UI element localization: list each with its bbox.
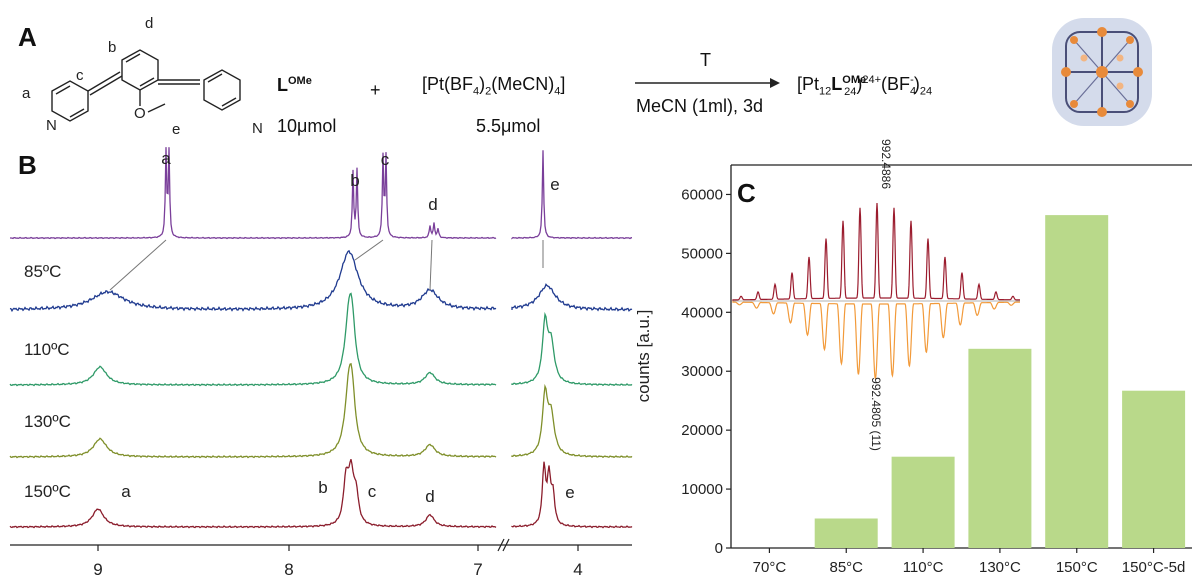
bar xyxy=(814,518,878,548)
inset-simulated-spectrum xyxy=(732,301,1020,380)
x-tick-label: 150°C xyxy=(1056,559,1098,576)
nmr-x-tick-label: 9 xyxy=(93,560,102,579)
structure-label-e: e xyxy=(172,121,180,138)
right-pyridine-ring xyxy=(203,69,241,111)
ligand-structure xyxy=(51,49,241,122)
panel-b-label: B xyxy=(18,150,37,180)
arrow-condition-solvent: MeCN (1ml), 3d xyxy=(636,96,764,116)
arrow-condition-temperature: T xyxy=(700,50,711,70)
cage-structure-image xyxy=(1052,18,1152,126)
reaction-arrow xyxy=(635,78,780,88)
nmr-trace-85c xyxy=(9,249,633,313)
reagent-amount: 5.5μmol xyxy=(476,116,541,136)
product-formula: [Pt12LOMe24)24+(BF4-)24 xyxy=(797,74,933,98)
nmr-peak-label-top: e xyxy=(550,175,559,194)
inset-measured-spectrum xyxy=(732,202,1020,301)
left-alkyne xyxy=(87,71,121,92)
y-tick-label: 10000 xyxy=(681,481,723,498)
nmr-trace-110c xyxy=(9,292,633,387)
temperature-label: 150ºC xyxy=(24,482,71,501)
nmr-peak-label-top: d xyxy=(428,195,437,214)
structure-label-b: b xyxy=(108,39,116,56)
bar xyxy=(1122,390,1186,548)
peak-correlation-line xyxy=(429,239,433,291)
x-tick-label: 150°C-5d xyxy=(1122,559,1186,576)
bar xyxy=(968,348,1032,548)
nmr-x-tick-label: 4 xyxy=(573,560,582,579)
structure-label-c: c xyxy=(76,67,84,84)
atom-n-left: N xyxy=(46,117,57,134)
nmr-peak-label-top: b xyxy=(350,171,359,190)
y-axis-label: counts [a.u.] xyxy=(634,310,653,403)
nmr-x-tick-label: 8 xyxy=(284,560,293,579)
y-tick-label: 0 xyxy=(715,540,723,557)
nmr-peak-label-bottom: b xyxy=(318,478,327,497)
y-tick-label: 60000 xyxy=(681,186,723,203)
atom-o: O xyxy=(134,105,146,122)
bar xyxy=(891,456,955,548)
nmr-peak-label-top: a xyxy=(161,149,171,168)
x-tick-label: 70°C xyxy=(753,559,787,576)
structure-label-a: a xyxy=(22,85,31,102)
nmr-axis-break xyxy=(497,538,505,552)
nmr-peak-label-bottom: c xyxy=(368,482,377,501)
plus-sign: + xyxy=(370,80,381,100)
nmr-peak-label-top: c xyxy=(381,150,390,169)
inset-top-mass-label: 992.4886 xyxy=(879,139,893,189)
inset-bottom-mass-label: 992.4805 (11) xyxy=(869,377,883,451)
bar xyxy=(1045,215,1109,548)
peak-correlation-line xyxy=(354,239,384,261)
x-tick-label: 110°C xyxy=(903,559,944,576)
panel-a-label: A xyxy=(18,22,37,52)
central-benzene-ring xyxy=(121,49,159,91)
panel-c-label: C xyxy=(737,178,756,208)
y-tick-label: 40000 xyxy=(681,304,723,321)
nmr-spectra: 9 8 7 4 a b c d e 85ºC 110ºC 130ºC 150ºC a b c d e xyxy=(9,147,633,579)
x-tick-label: 130°C xyxy=(979,559,1021,576)
ligand-amount: 10μmol xyxy=(277,116,337,136)
atom-n-right: N xyxy=(252,120,263,137)
structure-label-d: d xyxy=(145,15,153,32)
nmr-trace-130c xyxy=(9,362,633,459)
bar-chart: 0 10000 20000 30000 40000 50000 60000 counts [a… xyxy=(634,139,1192,576)
nmr-trace-150c xyxy=(9,459,633,529)
temperature-label: 130ºC xyxy=(24,412,71,431)
nmr-peak-label-bottom: e xyxy=(565,483,574,502)
nmr-x-tick-label: 7 xyxy=(473,560,482,579)
nmr-axis-break xyxy=(502,538,510,552)
y-tick-label: 30000 xyxy=(681,363,723,380)
reagent-formula: [Pt(BF4)2(MeCN)4] xyxy=(422,74,566,98)
nmr-peak-label-bottom: a xyxy=(121,482,131,501)
x-tick-label: 85°C xyxy=(829,559,863,576)
y-tick-label: 50000 xyxy=(681,245,723,262)
temperature-label: 85ºC xyxy=(24,262,61,281)
y-tick-label: 20000 xyxy=(681,422,723,439)
ligand-name: LOMe xyxy=(277,75,312,95)
nmr-trace-ligand xyxy=(10,147,633,240)
temperature-label: 110ºC xyxy=(24,340,70,359)
left-pyridine-ring xyxy=(51,80,89,122)
peak-correlation-line xyxy=(109,239,167,291)
nmr-peak-label-bottom: d xyxy=(425,487,434,506)
